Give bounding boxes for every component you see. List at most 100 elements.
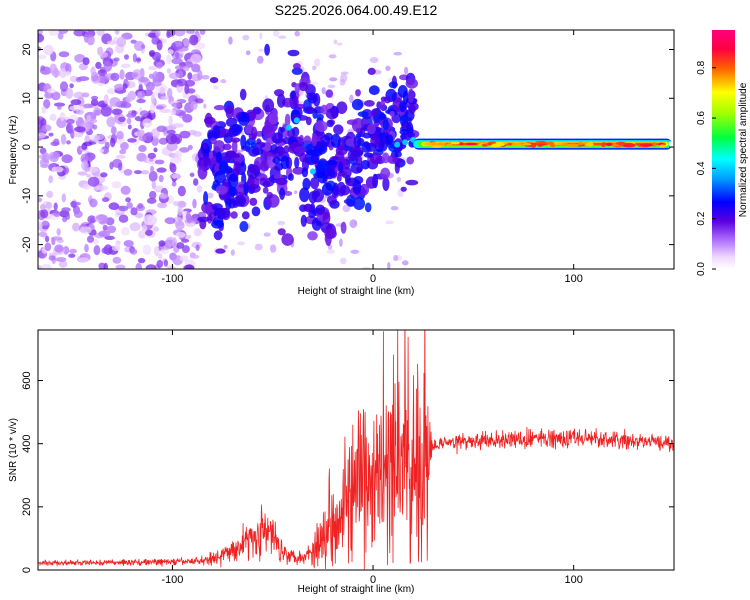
spectrogram-cell [355,89,361,97]
spectrogram-cell [313,172,321,179]
spectrogram-cell [328,54,337,59]
spectrogram-cell [325,108,339,120]
spectrogram-cell [138,145,147,152]
spectrogram-cell [189,34,199,46]
spectrogram-cell [400,132,412,142]
spectrogram-cell [465,142,477,146]
spectrogram-cell [61,154,73,164]
spectrogram-cell [167,88,173,99]
spectrogram-cell [106,225,117,234]
spectrogram-cell [223,245,228,249]
spectrogram-cell [53,210,61,217]
spectrogram-cell [242,34,250,41]
spectrogram-cell [190,101,198,110]
colorbar-tick-label: 0.6 [696,111,707,125]
spectrogram-cell [404,66,409,75]
spectrogram-cell [106,88,117,95]
spectrogram-cell [382,119,389,131]
spectrogram-cell [651,142,657,147]
spectrogram-cell [176,78,188,87]
spectrogram-cell [251,206,261,217]
spectrogram-cell [264,177,275,187]
spectrogram-cell [254,141,266,148]
spectrogram-cell [336,42,343,46]
spectrogram-cell [338,161,344,174]
spectrogram-cell [197,69,203,81]
spectrogram-cell [156,167,167,173]
spectrogram-cell [353,197,365,210]
spectrogram-cell [137,257,146,264]
spectrogram-cell [431,141,437,146]
spectrogram-cell [342,204,351,213]
spectrogram-cell [149,190,157,200]
spectrogram-cell [79,226,92,234]
spectrogram-cell [251,147,264,156]
spectrogram-cell [225,117,238,127]
spectrogram-cell [57,105,62,110]
spectrogram-cell [192,198,197,209]
spectrogram-cell [90,66,96,77]
spectrogram-cell [276,177,288,186]
spectrogram-cell [269,244,277,253]
spectrogram-cell [379,100,386,111]
spectrogram-cell [171,57,183,65]
spectrogram-cell [111,108,123,115]
spectrogram-cell [77,171,88,176]
spectrogram-cell [402,90,409,105]
spectrogram-cell [103,262,108,269]
spectrogram-cell [215,248,226,254]
snr-frame [37,329,675,571]
spectrogram-cell [159,193,169,200]
spectrogram-cell [69,105,81,111]
spectrogram-cell [119,69,125,80]
spectrogram-cell [176,242,185,249]
spectrogram-cell [326,160,338,166]
spectrogram-cell [166,68,172,74]
colorbar-label: Normalized spectral amplitude [738,82,749,217]
spectrogram-cell [190,53,202,64]
spectrogram-cell [140,110,149,117]
spectrogram-cell [187,72,193,80]
spectrogram-cell [130,207,138,216]
spectrogram-cell [114,83,124,91]
spectrogram-cell [406,121,414,136]
spectrogram-cell [352,179,362,195]
spectrogram-cell [170,110,177,116]
spectrogram-cell [51,166,64,173]
spectrogram-cell [481,143,489,147]
spectrogram-cell [321,87,326,95]
spectrogram-cell [70,201,81,206]
spectrogram-cell [53,138,60,146]
spectrogram-cell [367,67,376,75]
spectrogram-cell [136,129,145,137]
spectrogram-frame [37,29,675,270]
spectrogram-cell [163,259,169,267]
spectrogram-cell [218,160,229,175]
spectrogram-cell [284,113,291,127]
spectrogram-cell [393,255,399,262]
spectrogram-cell [257,55,264,64]
spectrogram-cell [78,257,90,263]
spectrogram-cell [120,102,132,109]
spectrogram-cell [364,100,375,107]
spectrogram-cell [227,153,241,159]
spectrogram-cell [535,140,547,145]
spectrogram-cell [41,220,49,226]
spectrogram-cell [279,187,286,200]
spectrogram-cell [294,146,307,154]
spectrogram-cell [339,185,351,196]
spectrogram-cell [294,190,298,194]
spectrogram-cell [58,260,68,268]
colorbar-tick-label: 0.8 [696,60,707,74]
spectrogram-cell [350,249,360,254]
spectrogram-cell [326,249,336,254]
spectrogram-cell [100,51,109,58]
spectrogram-cell [45,201,53,210]
spectrogram-cell [339,238,343,247]
spectrogram-cell [351,98,364,111]
spectrogram-cell [166,31,171,39]
spectrogram-cell [124,54,129,60]
spectrogram-cell [262,187,269,194]
spectrogram-cell [294,83,300,94]
spectrogram-cells [38,30,674,269]
